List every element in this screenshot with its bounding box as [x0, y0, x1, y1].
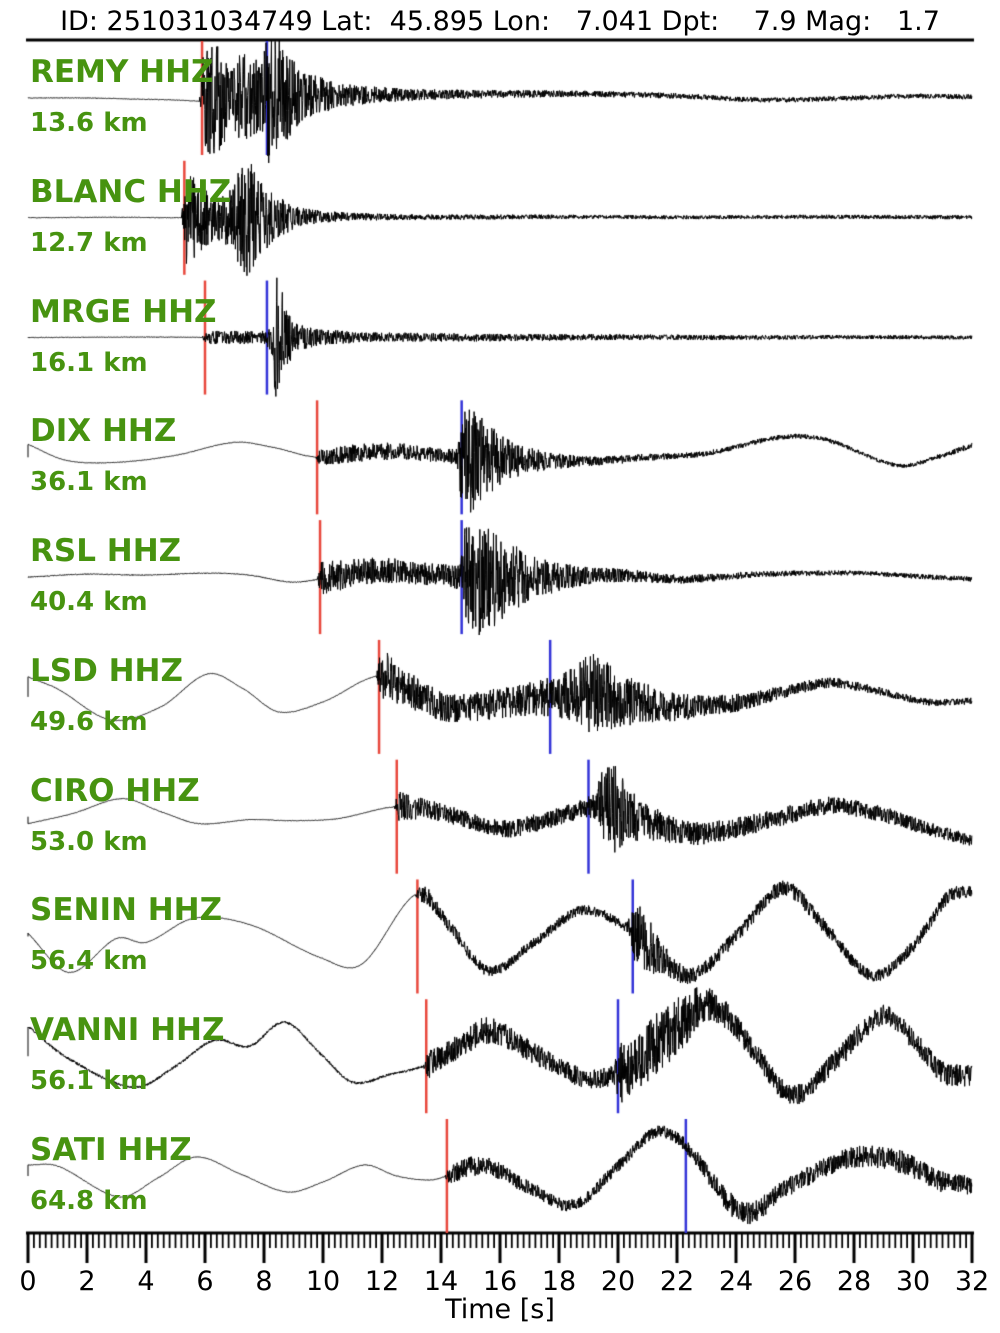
- station-label: CIRO HHZ: [30, 772, 200, 809]
- distance-label: 56.1 km: [30, 1066, 148, 1097]
- distance-label: 12.7 km: [30, 227, 148, 258]
- distance-label: 36.1 km: [30, 467, 148, 498]
- station-label: DIX HHZ: [30, 413, 177, 450]
- x-tick-label: 10: [305, 1266, 341, 1297]
- x-tick-label: 32: [954, 1266, 990, 1297]
- distance-label: 40.4 km: [30, 587, 148, 618]
- x-tick-label: 2: [78, 1266, 96, 1297]
- station-label: BLANC HHZ: [30, 173, 232, 210]
- x-tick-label: 22: [659, 1266, 695, 1297]
- x-tick-label: 6: [196, 1266, 214, 1297]
- distance-label: 64.8 km: [30, 1186, 148, 1217]
- distance-label: 53.0 km: [30, 826, 148, 857]
- x-axis-label: Time [s]: [445, 1294, 555, 1325]
- x-tick-label: 12: [364, 1266, 400, 1297]
- distance-label: 49.6 km: [30, 706, 148, 737]
- x-tick-label: 4: [137, 1266, 155, 1297]
- distance-label: 13.6 km: [30, 108, 148, 138]
- x-tick-label: 28: [836, 1266, 872, 1297]
- x-tick-label: 24: [718, 1266, 754, 1297]
- x-tick-label: 20: [600, 1266, 636, 1297]
- station-label: REMY HHZ: [30, 54, 214, 90]
- station-label: SATI HHZ: [30, 1132, 192, 1169]
- x-tick-label: 14: [423, 1266, 459, 1297]
- station-label: RSL HHZ: [30, 533, 182, 570]
- station-label: SENIN HHZ: [30, 892, 223, 929]
- x-tick-label: 18: [541, 1266, 577, 1297]
- station-label: VANNI HHZ: [30, 1012, 225, 1049]
- x-tick-label: 16: [482, 1266, 518, 1297]
- x-tick-label: 30: [895, 1266, 931, 1297]
- x-tick-label: 0: [19, 1266, 37, 1297]
- station-label: MRGE HHZ: [30, 293, 217, 330]
- distance-label: 16.1 km: [30, 347, 148, 378]
- figure-title: ID: 251031034749 Lat: 45.895 Lon: 7.041 …: [60, 6, 940, 37]
- x-tick-label: 26: [777, 1266, 813, 1297]
- distance-label: 56.4 km: [30, 946, 148, 977]
- x-tick-label: 8: [255, 1266, 273, 1297]
- station-label: LSD HHZ: [30, 652, 183, 689]
